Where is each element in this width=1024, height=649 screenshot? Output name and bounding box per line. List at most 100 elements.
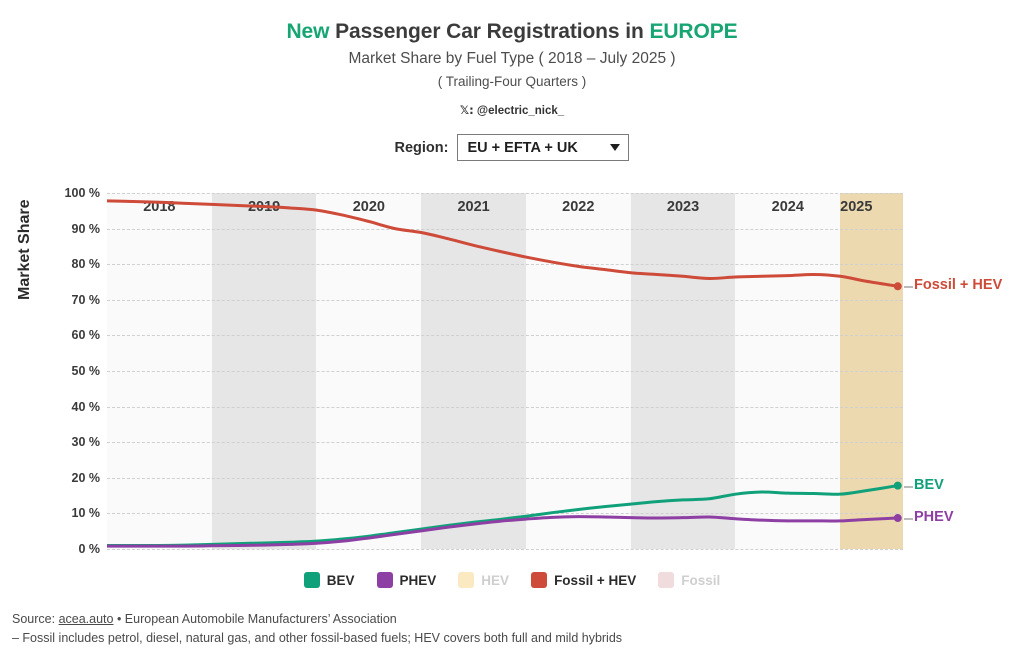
- legend-label: Fossil + HEV: [554, 572, 637, 588]
- series-point: [184, 202, 187, 205]
- region-control-row: Region: EU + EFTA + UK: [0, 134, 1024, 161]
- legend-swatch: [658, 572, 675, 588]
- series-point: [262, 543, 266, 547]
- series-end-marker: [893, 514, 902, 523]
- series-point: [288, 543, 292, 546]
- x-axis-year-label: 2024: [771, 199, 804, 215]
- legend-item-hev[interactable]: HEV: [458, 572, 509, 588]
- series-point: [681, 498, 685, 502]
- legend-item-bev[interactable]: BEV: [303, 572, 355, 588]
- series-point: [865, 518, 868, 521]
- series-point: [236, 544, 240, 547]
- footer-source-line: Source: acea.auto • European Automobile …: [12, 610, 1012, 629]
- chevron-down-icon: [610, 144, 621, 151]
- legend-swatch: [303, 572, 320, 588]
- series-point: [210, 203, 214, 206]
- series-point: [524, 255, 528, 259]
- series-point: [131, 200, 135, 203]
- series-point: [367, 536, 371, 540]
- series-point: [446, 525, 449, 529]
- series-point: [681, 516, 685, 519]
- footer-source-link[interactable]: acea.auto: [58, 612, 114, 626]
- series-point: [707, 515, 711, 519]
- y-axis-tick-label: 50 %: [71, 364, 101, 378]
- y-axis-tick-label: 30 %: [71, 435, 101, 450]
- y-axis-tick-label: 10 %: [71, 506, 101, 521]
- legend-label: HEV: [481, 572, 510, 588]
- series-point: [786, 519, 790, 523]
- gridline: [107, 193, 903, 194]
- series-point: [550, 516, 554, 519]
- y-axis-tick-label: 40 %: [71, 399, 101, 414]
- legend-item-fossil[interactable]: Fossil: [658, 572, 720, 588]
- legend-item-fossil-hev[interactable]: Fossil + HEV: [531, 572, 636, 588]
- series-point: [472, 244, 475, 247]
- series-point: [603, 505, 606, 508]
- region-label: Region:: [394, 139, 449, 156]
- series-end-label-phev: PHEV: [914, 509, 954, 526]
- title-accent-europe: EUROPE: [643, 20, 738, 43]
- legend-swatch: [458, 572, 475, 588]
- x-logo-icon: 𝕏:: [459, 103, 474, 117]
- chart-legend: BEV PHEV HEV Fossil + HEV Fossil: [0, 572, 1024, 588]
- y-axis-tick-label: 60 %: [71, 328, 101, 343]
- series-point: [603, 515, 606, 519]
- y-axis-tick-label: 70 %: [71, 292, 101, 307]
- series-point: [158, 200, 161, 204]
- legend-item-phev[interactable]: PHEV: [376, 572, 436, 588]
- series-point: [760, 490, 763, 494]
- author-handle-text: @electric_nick_: [476, 105, 565, 117]
- series-point: [786, 274, 790, 277]
- series-point: [603, 268, 606, 271]
- series-point: [629, 502, 632, 506]
- plot-area: 20182019202020212022202320242025: [107, 193, 903, 550]
- series-point: [734, 492, 737, 496]
- series-point: [812, 519, 816, 523]
- gridline: [107, 228, 903, 230]
- x-axis-year-label: 2023: [666, 199, 700, 215]
- region-select[interactable]: EU + EFTA + UK: [457, 134, 630, 161]
- series-point: [865, 279, 868, 283]
- series-point: [812, 492, 816, 495]
- series-point: [498, 519, 502, 523]
- series-line-fossil-hev: [107, 199, 900, 288]
- y-axis-tick-label: 80 %: [71, 257, 101, 272]
- series-end-label-bev: BEV: [914, 476, 944, 493]
- series-point: [550, 260, 554, 264]
- series-point: [550, 511, 554, 514]
- series-point: [838, 519, 842, 523]
- x-axis-year-label: 2020: [352, 199, 385, 215]
- footer-definition-line: – Fossil includes petrol, diesel, natura…: [12, 631, 623, 645]
- series-lines: [107, 199, 902, 548]
- region-select-value: EU + EFTA + UK: [467, 139, 578, 156]
- y-axis-tick-label: 0 %: [78, 542, 100, 556]
- series-point: [236, 204, 240, 207]
- series-point: [446, 237, 449, 240]
- series-point: [341, 539, 344, 543]
- y-axis-title: Market Share: [16, 199, 33, 301]
- series-point: [629, 271, 632, 275]
- series-line-bev: [107, 484, 900, 547]
- series-point: [524, 514, 528, 518]
- series-end-label-fossil-hev: Fossil + HEV: [914, 277, 1003, 294]
- y-axis-ticks: 100 % 90 % 80 % 70 % 60 % 50 % 40 % 30 % 20 % 10 …: [38, 0, 100, 649]
- author-handle: 𝕏: @electric_nick_: [0, 103, 1024, 117]
- series-point: [786, 491, 790, 495]
- legend-label: BEV: [326, 572, 355, 588]
- series-line-phev: [107, 515, 900, 548]
- gridline: [107, 264, 903, 266]
- y-axis-tick-label: 90 %: [71, 221, 101, 236]
- title-main: Passenger Car Registrations: [329, 20, 626, 43]
- y-axis-tick-label: 100 %: [64, 186, 100, 200]
- gridline: [107, 335, 903, 337]
- series-point: [524, 517, 528, 521]
- series-point: [262, 205, 266, 208]
- gridline: [107, 371, 903, 372]
- series-point: [734, 275, 737, 279]
- series-point: [629, 516, 632, 519]
- title-in: in: [625, 20, 644, 43]
- gridline: [107, 442, 903, 444]
- series-point: [838, 275, 842, 278]
- series-end-marker: [893, 282, 902, 291]
